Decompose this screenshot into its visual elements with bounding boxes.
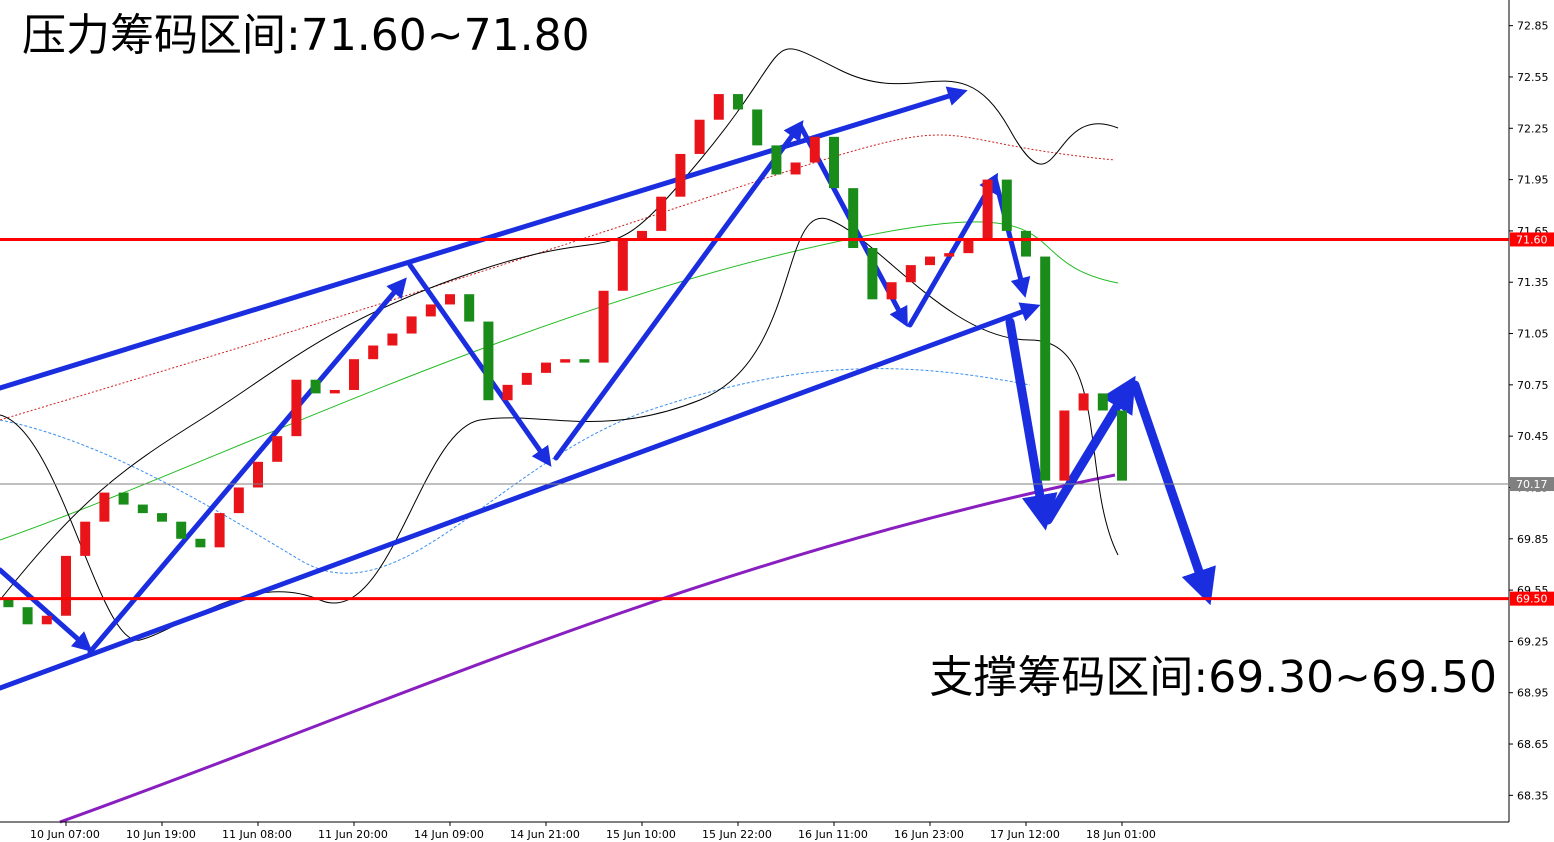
x-tick-label: 14 Jun 21:00 [510, 828, 580, 841]
candle [176, 521, 187, 539]
candle [387, 333, 398, 346]
y-tick-label: 72.55 [1517, 71, 1549, 84]
y-tick-label: 69.25 [1517, 635, 1549, 648]
candle [1040, 256, 1051, 481]
trend-arrows [0, 86, 1216, 691]
candle [406, 316, 417, 334]
candle [579, 359, 590, 363]
candle [349, 359, 359, 390]
level-label: 70.17 [1516, 478, 1548, 491]
level-label: 71.60 [1516, 233, 1548, 246]
candle [925, 256, 935, 266]
candle [1059, 410, 1070, 481]
candle [272, 436, 283, 462]
candle [80, 521, 91, 556]
y-tick-label: 69.85 [1517, 533, 1549, 546]
candle [905, 265, 916, 283]
candle [675, 153, 686, 197]
candle [1117, 410, 1127, 481]
candle [22, 607, 33, 625]
y-tick-label: 70.45 [1517, 430, 1549, 443]
x-tick-label: 16 Jun 23:00 [894, 828, 964, 841]
y-tick-label: 68.95 [1517, 687, 1549, 700]
candle [963, 239, 974, 254]
candle [598, 290, 609, 363]
candle [713, 94, 724, 120]
candle [886, 282, 897, 300]
x-tick-label: 14 Jun 09:00 [414, 828, 484, 841]
candle [118, 492, 129, 505]
candle [41, 615, 52, 625]
candle [617, 239, 628, 291]
candle [425, 304, 436, 317]
candle [752, 109, 763, 146]
candle [521, 372, 532, 385]
candle [790, 162, 801, 175]
candle [61, 555, 71, 616]
y-tick-label: 72.25 [1517, 122, 1549, 135]
candle [560, 359, 571, 363]
candle [3, 598, 14, 608]
x-tick-label: 17 Jun 12:00 [990, 828, 1060, 841]
candle [733, 94, 743, 110]
candle [982, 179, 993, 240]
candle [771, 145, 782, 175]
candle [944, 253, 955, 257]
candle [829, 136, 839, 189]
candle [1021, 230, 1031, 257]
candle [310, 379, 321, 394]
y-tick-label: 71.05 [1517, 328, 1549, 341]
candle [233, 487, 244, 514]
x-tick-label: 18 Jun 01:00 [1086, 828, 1156, 841]
candle [867, 248, 878, 300]
candle [214, 513, 225, 548]
candle [848, 188, 859, 249]
y-tick-label: 72.85 [1517, 20, 1549, 33]
x-tick-label: 15 Jun 10:00 [606, 828, 676, 841]
candle [541, 362, 551, 373]
x-tick-label: 10 Jun 07:00 [30, 828, 100, 841]
candle [1001, 179, 1012, 231]
candle [195, 538, 206, 548]
level-label: 69.50 [1516, 593, 1548, 606]
candle [137, 504, 148, 514]
y-tick-label: 71.95 [1517, 174, 1549, 187]
candle [464, 294, 475, 322]
candle [157, 513, 167, 522]
candle [253, 461, 263, 488]
candle [483, 321, 494, 401]
candle [329, 389, 340, 394]
candle [694, 119, 705, 154]
annotation: 压力筹码区间:71.60~71.80 [22, 10, 590, 61]
candle [445, 294, 455, 305]
x-tick-label: 11 Jun 08:00 [222, 828, 292, 841]
candle [99, 492, 110, 522]
y-tick-label: 68.65 [1517, 738, 1549, 751]
candle [502, 384, 513, 401]
candle [291, 379, 302, 437]
candle [656, 196, 667, 231]
indicators [0, 48, 1119, 824]
x-tick-label: 16 Jun 11:00 [798, 828, 868, 841]
x-tick-label: 11 Jun 20:00 [318, 828, 388, 841]
annotation: 支撑筹码区间:69.30~69.50 [929, 652, 1497, 703]
candle [637, 230, 647, 240]
level-tag [1510, 232, 1554, 247]
y-tick-label: 68.35 [1517, 789, 1549, 802]
level-tag [1510, 477, 1554, 492]
y-tick-label: 71.35 [1517, 276, 1549, 289]
candle [1097, 393, 1108, 411]
candle [809, 136, 820, 163]
candle [368, 345, 379, 360]
x-tick-label: 10 Jun 19:00 [126, 828, 196, 841]
level-tag [1510, 591, 1554, 606]
candle [1078, 393, 1089, 411]
x-tick-label: 15 Jun 22:00 [702, 828, 772, 841]
y-tick-label: 70.75 [1517, 379, 1549, 392]
